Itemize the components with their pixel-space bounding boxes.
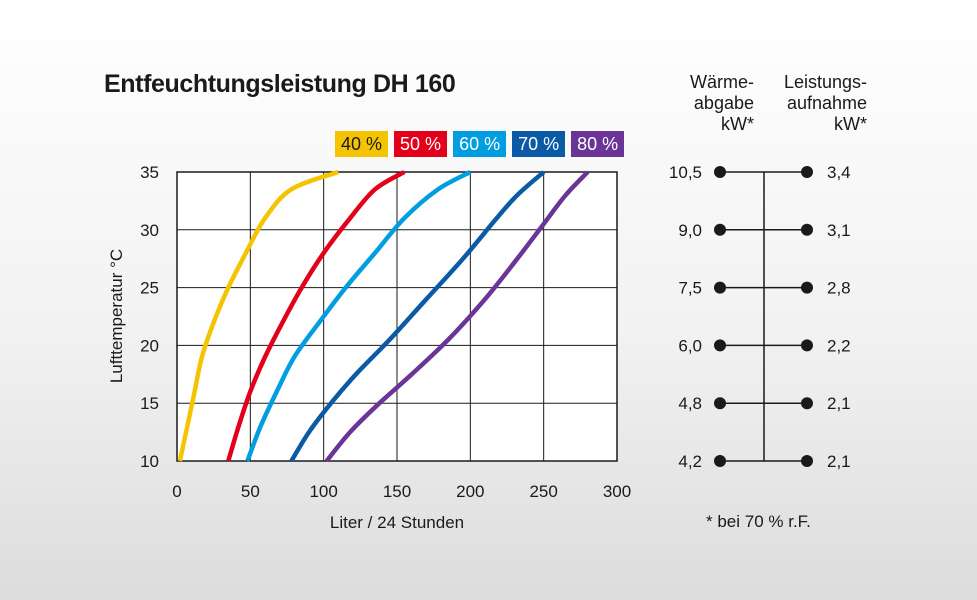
leistung-value: 2,1 [827, 394, 851, 413]
waerme-header-line-2: abgabe [693, 93, 754, 113]
x-tick-label: 100 [309, 482, 337, 501]
leistung-value: 3,4 [827, 163, 851, 182]
x-tick-label: 50 [241, 482, 260, 501]
leistung-dot [801, 223, 813, 236]
series-line-0 [177, 169, 340, 462]
leistung-value: 2,2 [827, 336, 851, 355]
legend-item-40: 40 % [335, 131, 389, 157]
leistung-dot [801, 455, 813, 467]
legend: 40 % 50 % 60 % 70 % 80 % [335, 131, 625, 157]
series-lines [177, 169, 590, 463]
x-tick-label: 250 [529, 482, 557, 501]
series-line-3 [289, 170, 546, 463]
y-tick-label: 15 [140, 394, 159, 413]
leistung-header-line-2: aufnahme [786, 93, 867, 113]
waerme-dot [714, 223, 726, 236]
leistung-dot [801, 281, 813, 294]
y-axis-title: Lufttemperatur °C [107, 249, 126, 383]
series-line-1 [226, 170, 406, 462]
waerme-value: 4,2 [678, 452, 702, 471]
y-tick-label: 20 [140, 336, 159, 355]
waerme-value: 9,0 [678, 221, 702, 240]
leistung-header-line-1: Leistungs- [783, 72, 867, 92]
waerme-value: 4,8 [678, 394, 702, 413]
y-tick-label: 30 [140, 221, 159, 240]
series-line-4 [324, 170, 590, 463]
y-tick-label: 35 [140, 163, 159, 182]
waerme-dot [714, 397, 726, 410]
y-tick-label: 10 [140, 452, 159, 471]
waerme-header-line-3: kW* [721, 114, 754, 134]
waerme-dot [714, 339, 726, 352]
waerme-header-line-1: Wärme- [690, 72, 754, 92]
y-tick-label: 25 [140, 279, 159, 298]
waerme-value: 6,0 [678, 336, 702, 355]
legend-item-50: 50 % [394, 131, 448, 157]
leistung-value: 3,1 [827, 221, 851, 240]
waerme-dot [714, 455, 726, 467]
x-tick-label: 0 [172, 482, 181, 501]
leistung-value: 2,1 [827, 452, 851, 471]
x-tick-label: 150 [383, 482, 411, 501]
x-tick-label: 200 [456, 482, 484, 501]
chart-title: Entfeuchtungsleistung DH 160 [104, 70, 456, 98]
waerme-dot [714, 281, 726, 294]
legend-item-80: 80 % [571, 131, 625, 157]
leistung-dot [801, 339, 813, 352]
x-axis-ticks: 0 50 100 150 200 250 300 [172, 482, 631, 501]
legend-item-60: 60 % [453, 131, 507, 157]
waerme-header: Wärme- abgabe kW* [668, 72, 754, 135]
side-scale: 10,5 3,4 9,0 3,1 7,5 2,8 6,0 2,2 4,8 2,1 4,2 2,1 [669, 163, 851, 471]
leistung-value: 2,8 [827, 279, 851, 298]
legend-item-70: 70 % [512, 131, 566, 157]
waerme-value: 10,5 [669, 163, 702, 182]
x-tick-label: 300 [603, 482, 631, 501]
leistung-dot [801, 397, 813, 410]
series-line-2 [245, 170, 472, 462]
footnote: * bei 70 % r.F. [706, 512, 811, 531]
y-axis-ticks: 10 15 20 25 30 35 [140, 163, 159, 471]
leistung-header-line-3: kW* [834, 114, 867, 134]
x-axis-title: Liter / 24 Stunden [330, 513, 464, 532]
waerme-value: 7,5 [678, 279, 702, 298]
leistung-header: Leistungs- aufnahme kW* [772, 72, 867, 135]
leistung-dot [801, 166, 813, 178]
waerme-dot [714, 166, 726, 178]
